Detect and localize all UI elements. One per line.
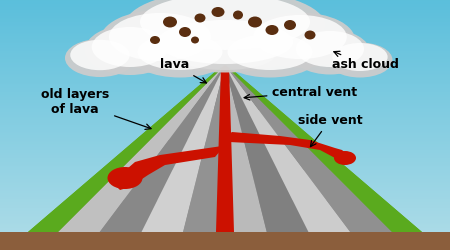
Ellipse shape — [212, 7, 225, 17]
Polygon shape — [100, 65, 225, 232]
Ellipse shape — [305, 30, 315, 40]
Polygon shape — [213, 0, 222, 55]
Ellipse shape — [220, 32, 320, 78]
Ellipse shape — [334, 151, 356, 165]
Polygon shape — [225, 65, 309, 232]
Ellipse shape — [328, 42, 392, 78]
Polygon shape — [225, 65, 350, 232]
Polygon shape — [233, 11, 250, 55]
Ellipse shape — [85, 25, 175, 75]
Polygon shape — [229, 3, 239, 55]
Polygon shape — [225, 65, 422, 232]
Ellipse shape — [290, 30, 370, 74]
Polygon shape — [225, 65, 392, 232]
Ellipse shape — [138, 34, 222, 70]
Text: side vent: side vent — [298, 114, 362, 147]
Polygon shape — [225, 65, 267, 232]
Ellipse shape — [145, 18, 305, 72]
Ellipse shape — [125, 0, 325, 60]
Ellipse shape — [179, 27, 191, 37]
Ellipse shape — [70, 40, 130, 70]
Polygon shape — [103, 140, 347, 170]
Polygon shape — [221, 132, 348, 162]
Polygon shape — [141, 65, 225, 232]
Polygon shape — [192, 20, 214, 55]
Text: lava: lava — [160, 58, 207, 83]
Ellipse shape — [140, 0, 310, 50]
Polygon shape — [30, 65, 420, 232]
Polygon shape — [58, 65, 225, 232]
Polygon shape — [221, 0, 229, 55]
Ellipse shape — [109, 13, 211, 61]
Polygon shape — [216, 65, 234, 232]
Ellipse shape — [194, 14, 206, 22]
Polygon shape — [28, 65, 225, 232]
Polygon shape — [68, 170, 382, 200]
Text: central vent: central vent — [244, 86, 358, 100]
Ellipse shape — [253, 15, 347, 59]
Polygon shape — [236, 22, 258, 55]
Ellipse shape — [92, 27, 168, 67]
Ellipse shape — [245, 12, 355, 68]
Text: old layers
of lava: old layers of lava — [41, 88, 151, 130]
Text: ash cloud: ash cloud — [332, 51, 398, 72]
Polygon shape — [115, 145, 229, 190]
Polygon shape — [28, 65, 225, 232]
Ellipse shape — [150, 36, 160, 44]
Ellipse shape — [228, 34, 312, 70]
Polygon shape — [137, 110, 313, 140]
Ellipse shape — [130, 32, 230, 78]
Ellipse shape — [108, 167, 143, 189]
Ellipse shape — [65, 39, 135, 77]
Ellipse shape — [284, 20, 296, 30]
Ellipse shape — [100, 10, 220, 70]
Ellipse shape — [233, 10, 243, 20]
Ellipse shape — [157, 20, 293, 64]
Polygon shape — [225, 65, 422, 232]
Ellipse shape — [198, 32, 252, 68]
Polygon shape — [202, 10, 218, 55]
Ellipse shape — [296, 31, 364, 67]
Ellipse shape — [163, 16, 177, 28]
Ellipse shape — [333, 43, 387, 71]
Ellipse shape — [175, 40, 275, 70]
Ellipse shape — [191, 36, 199, 44]
Ellipse shape — [266, 25, 279, 35]
Polygon shape — [0, 232, 450, 250]
Polygon shape — [183, 65, 225, 232]
Ellipse shape — [248, 16, 262, 28]
Polygon shape — [172, 85, 278, 110]
Ellipse shape — [215, 44, 235, 70]
